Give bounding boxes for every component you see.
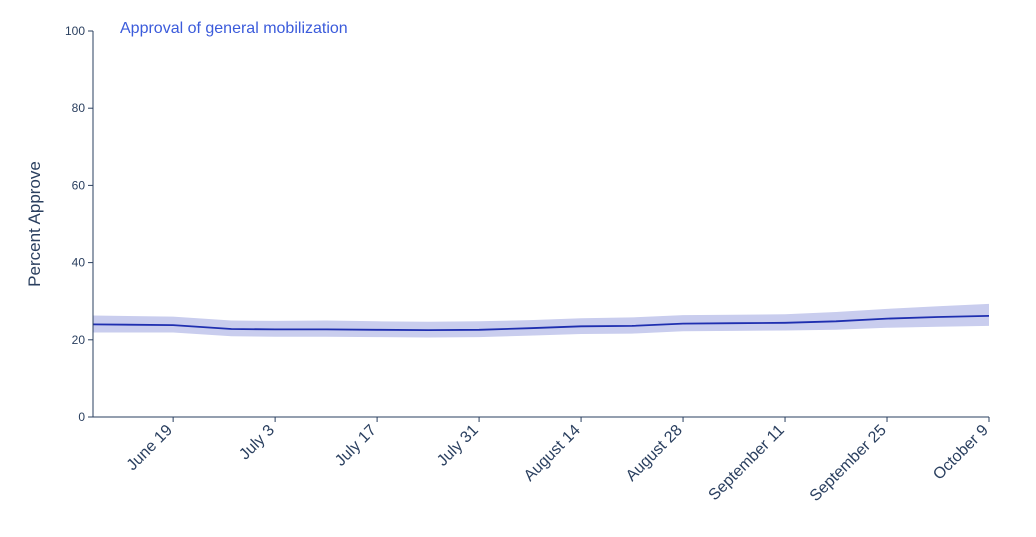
- y-axis-title: Percent Approve: [25, 161, 44, 287]
- y-tick-label: 60: [72, 178, 86, 192]
- y-tick-label: 100: [65, 24, 85, 38]
- x-tick-label: August 14: [521, 422, 584, 485]
- x-tick-label: June 19: [124, 422, 176, 474]
- approval-series-line: [92, 315, 990, 332]
- x-tick-label: October 9: [930, 422, 992, 484]
- y-tick-label: 40: [72, 256, 86, 270]
- x-tick-label: August 28: [623, 422, 686, 485]
- y-tick-label: 0: [78, 410, 85, 424]
- x-tick-label: July 17: [332, 422, 380, 470]
- x-tick-label: September 11: [706, 422, 788, 504]
- x-tick-label: July 3: [236, 422, 278, 464]
- x-tick-label: July 31: [434, 422, 482, 470]
- chart-title: Approval of general mobilization: [120, 20, 348, 37]
- x-tick-label: September 25: [807, 422, 890, 505]
- y-tick-label: 20: [72, 333, 86, 347]
- y-tick-label: 80: [72, 101, 86, 115]
